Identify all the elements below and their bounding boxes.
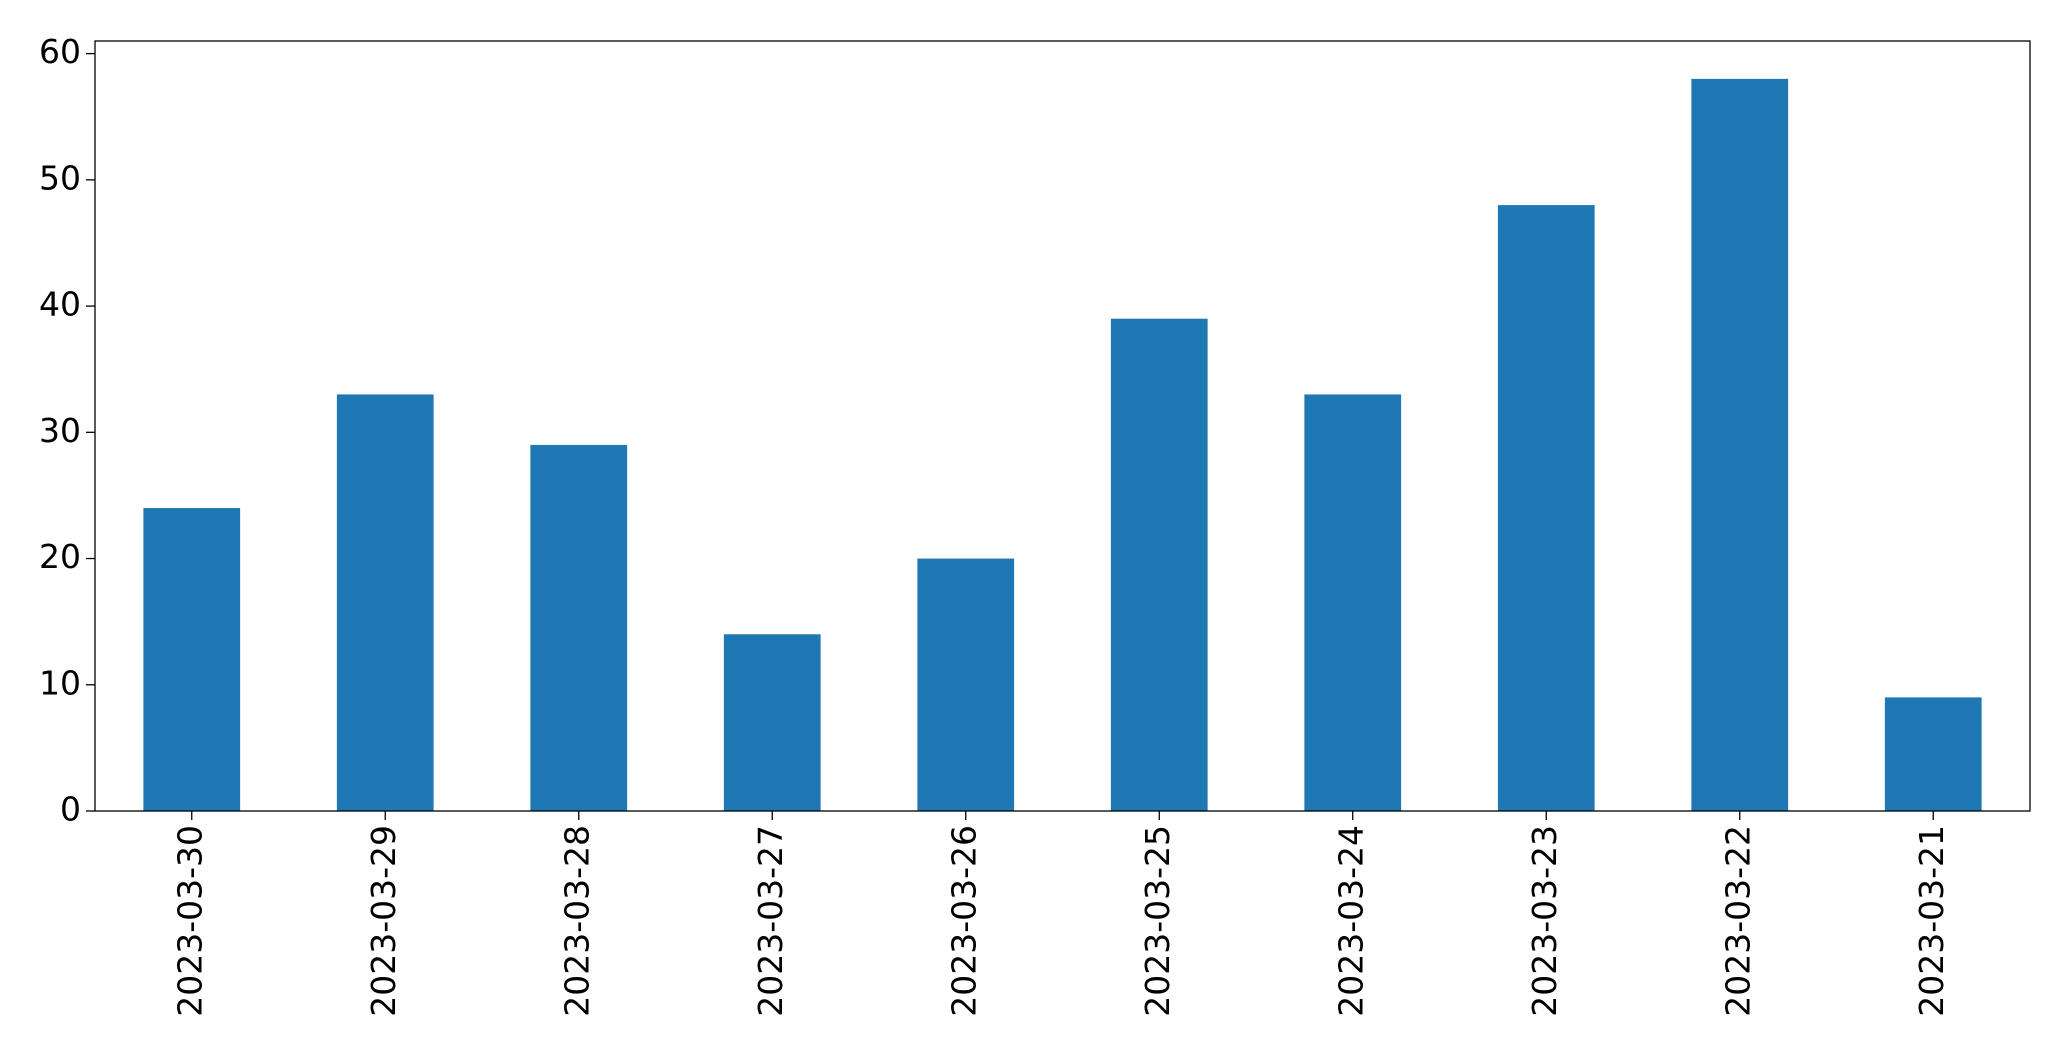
x-tick-label: 2023-03-27 (751, 825, 790, 1017)
y-tick-label: 0 (60, 790, 81, 829)
bar (1884, 697, 1982, 811)
bar (1110, 318, 1208, 811)
x-tick-label: 2023-03-23 (1525, 825, 1564, 1017)
y-tick-label: 20 (39, 537, 81, 576)
bar (143, 508, 241, 811)
y-tick-label: 40 (39, 285, 81, 324)
x-tick-label: 2023-03-29 (364, 825, 403, 1017)
x-tick-label: 2023-03-26 (944, 825, 983, 1017)
bar (1497, 205, 1595, 811)
x-tick-label: 2023-03-21 (1912, 825, 1951, 1017)
bar (1691, 78, 1789, 812)
x-tick-label: 2023-03-25 (1138, 825, 1177, 1017)
y-tick-label: 30 (39, 411, 81, 450)
bar (917, 558, 1015, 811)
x-tick-label: 2023-03-24 (1331, 825, 1370, 1017)
y-tick-label: 10 (39, 663, 81, 702)
bar (530, 444, 628, 811)
y-tick-label: 60 (39, 32, 81, 71)
x-tick-label: 2023-03-28 (557, 825, 596, 1017)
plot-frame (94, 40, 2031, 812)
x-tick-label: 2023-03-30 (170, 825, 209, 1017)
bar (1304, 394, 1402, 811)
y-tick-label: 50 (39, 158, 81, 197)
bar (723, 634, 821, 811)
x-tick-label: 2023-03-22 (1718, 825, 1757, 1017)
bar (336, 394, 434, 811)
